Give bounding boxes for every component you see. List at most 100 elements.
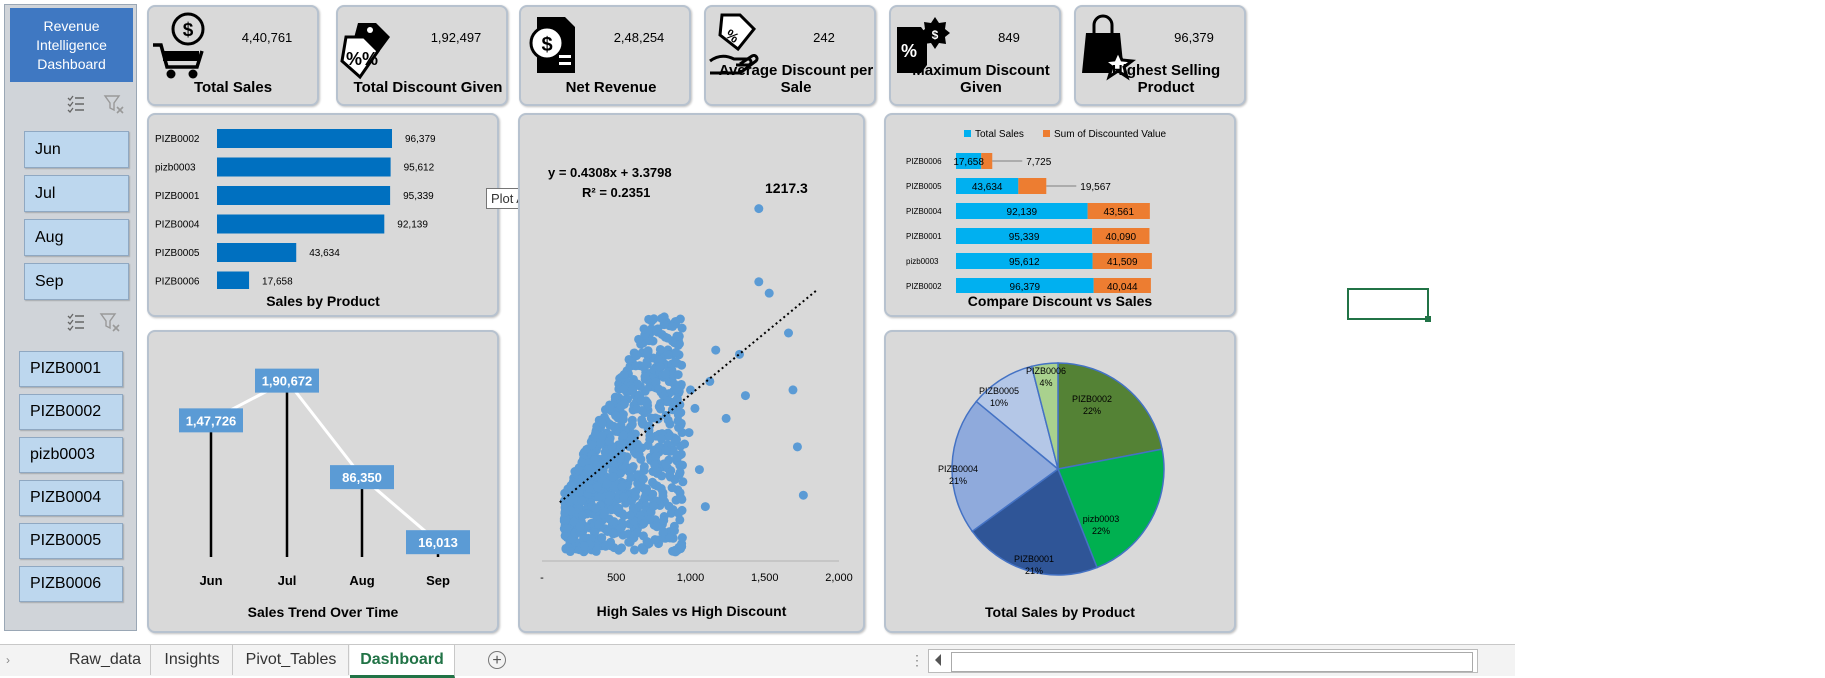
scatter-point [638, 474, 648, 484]
scatter-point [590, 455, 600, 465]
horizontal-scrollbar[interactable] [928, 649, 1478, 673]
scatter-point [635, 443, 645, 453]
slicer-item-pizb0004[interactable]: PIZB0004 [19, 480, 123, 516]
data-label: 95,339 [403, 191, 434, 202]
data-label: 95,339 [1009, 232, 1040, 243]
kpi-label: Maximum Discount Given [912, 62, 1050, 96]
scatter-point [636, 454, 646, 464]
pie-slice [971, 467, 1098, 576]
scatter-point [639, 518, 649, 528]
scatter-point [632, 351, 642, 361]
slicer-item-pizb0001[interactable]: PIZB0001 [19, 351, 123, 387]
scatter-point [657, 313, 667, 323]
scatter-point [637, 415, 647, 425]
slicer-item-jun[interactable]: Jun [24, 131, 129, 168]
scatter-point [705, 376, 715, 386]
multi-select-icon[interactable] [66, 312, 86, 332]
scatter-point [638, 545, 648, 555]
tab-insights[interactable]: Insights [152, 645, 233, 675]
slicer-item-pizb0002[interactable]: PIZB0002 [19, 394, 123, 430]
scatter-point [662, 396, 672, 406]
scatter-point [764, 288, 774, 298]
svg-text:%: % [901, 41, 917, 61]
scroll-tabs-left-icon[interactable]: › [6, 653, 10, 667]
scroll-left-arrow-icon[interactable] [935, 654, 941, 666]
tab-split-handle-icon[interactable]: ⋮ [910, 652, 924, 668]
sales-by-product-chart: PIZB0002 96,379 pizb0003 95,612 PIZB0001 95,3… [155, 129, 436, 289]
scatter-point [587, 440, 597, 450]
scatter-point [680, 439, 690, 449]
scatter-point [654, 362, 664, 372]
category-label: PIZB0001 [155, 191, 200, 202]
category-label: PIZB0004 [155, 220, 200, 231]
scatter-point [632, 404, 642, 414]
chart-title: Total Sales by Product [985, 604, 1135, 620]
scatter-point [617, 482, 627, 492]
data-label-box [255, 368, 319, 393]
slicer-item-pizb0006[interactable]: PIZB0006 [19, 566, 123, 602]
slice-percent: 4% [1039, 378, 1052, 388]
pie-slice [1056, 448, 1165, 569]
slicer-item-aug[interactable]: Aug [24, 219, 129, 256]
add-sheet-icon[interactable]: + [488, 651, 506, 669]
scatter-point [661, 446, 671, 456]
legend-label: Total Sales [975, 129, 1024, 140]
scatter-point [663, 350, 673, 360]
multi-select-icon[interactable] [66, 94, 86, 114]
pie-panel: PIZB0002 22% pizb0003 22% PIZB0001 21% PIZB000… [884, 330, 1236, 633]
scatter-point [560, 507, 570, 517]
scatter-point [642, 484, 652, 494]
slicer-item-pizb0005[interactable]: PIZB0005 [19, 523, 123, 559]
point-annotation: 1217.3 [765, 180, 808, 196]
scatter-point [577, 496, 587, 506]
clear-filter-icon[interactable] [99, 311, 121, 333]
scatter-point [629, 545, 639, 555]
slicer-item-jul[interactable]: Jul [24, 175, 129, 212]
scroll-thumb[interactable] [951, 652, 1473, 672]
selected-cell[interactable] [1347, 288, 1431, 322]
category-label: pizb0003 [906, 257, 939, 266]
scatter-point [638, 362, 648, 372]
category-label: pizb0003 [155, 163, 196, 174]
legend-swatch [964, 130, 971, 137]
kpi-value: 849 [998, 30, 1020, 45]
scatter-point [661, 460, 671, 470]
scatter-point [634, 334, 644, 344]
shopping-cart-dollar-icon: $ [151, 11, 209, 86]
scatter-point [608, 529, 618, 539]
scatter-point [639, 462, 649, 472]
scatter-point [560, 516, 570, 526]
slice-percent: 21% [1025, 566, 1043, 576]
scatter-point [657, 329, 667, 339]
tab-raw-data[interactable]: Raw_data [60, 645, 151, 675]
x-tick-label: 1,500 [751, 572, 779, 584]
category-label: PIZB0005 [155, 248, 200, 259]
tab-dashboard[interactable]: Dashboard [350, 645, 455, 678]
scatter-point [619, 384, 629, 394]
bar [217, 214, 385, 234]
slicer-item-sep[interactable]: Sep [24, 263, 129, 300]
scatter-point [673, 410, 683, 420]
scatter-point [574, 488, 584, 498]
slicer-item-pizb0003[interactable]: pizb0003 [19, 437, 123, 473]
bar-total-sales [956, 203, 1088, 219]
data-label: 96,379 [405, 134, 436, 145]
category-label: PIZB0006 [155, 277, 200, 288]
scatter-point [690, 403, 700, 413]
scatter-panel: y = 0.4308x + 3.3798 R² = 0.2351 1217.3 - 50… [518, 113, 865, 633]
bar-total-sales [956, 278, 1094, 293]
bar [217, 186, 391, 205]
clear-filter-icon[interactable] [103, 93, 125, 115]
scatter-point [640, 372, 650, 382]
scatter-point [684, 428, 694, 438]
kpi-card-highest-selling-product: 96,379 Highest Selling Product [1074, 5, 1246, 106]
scatter-point [584, 483, 594, 493]
shopping-bag-star-icon [1078, 11, 1136, 86]
scatter-points [559, 204, 808, 557]
chart-title: Sales Trend Over Time [247, 604, 399, 620]
scatter-point [605, 491, 615, 501]
slice-label: PIZB0006 [1026, 366, 1066, 376]
scatter-point [663, 415, 673, 425]
scatter-point [686, 385, 695, 395]
tab-pivot-tables[interactable]: Pivot_Tables [234, 645, 349, 675]
